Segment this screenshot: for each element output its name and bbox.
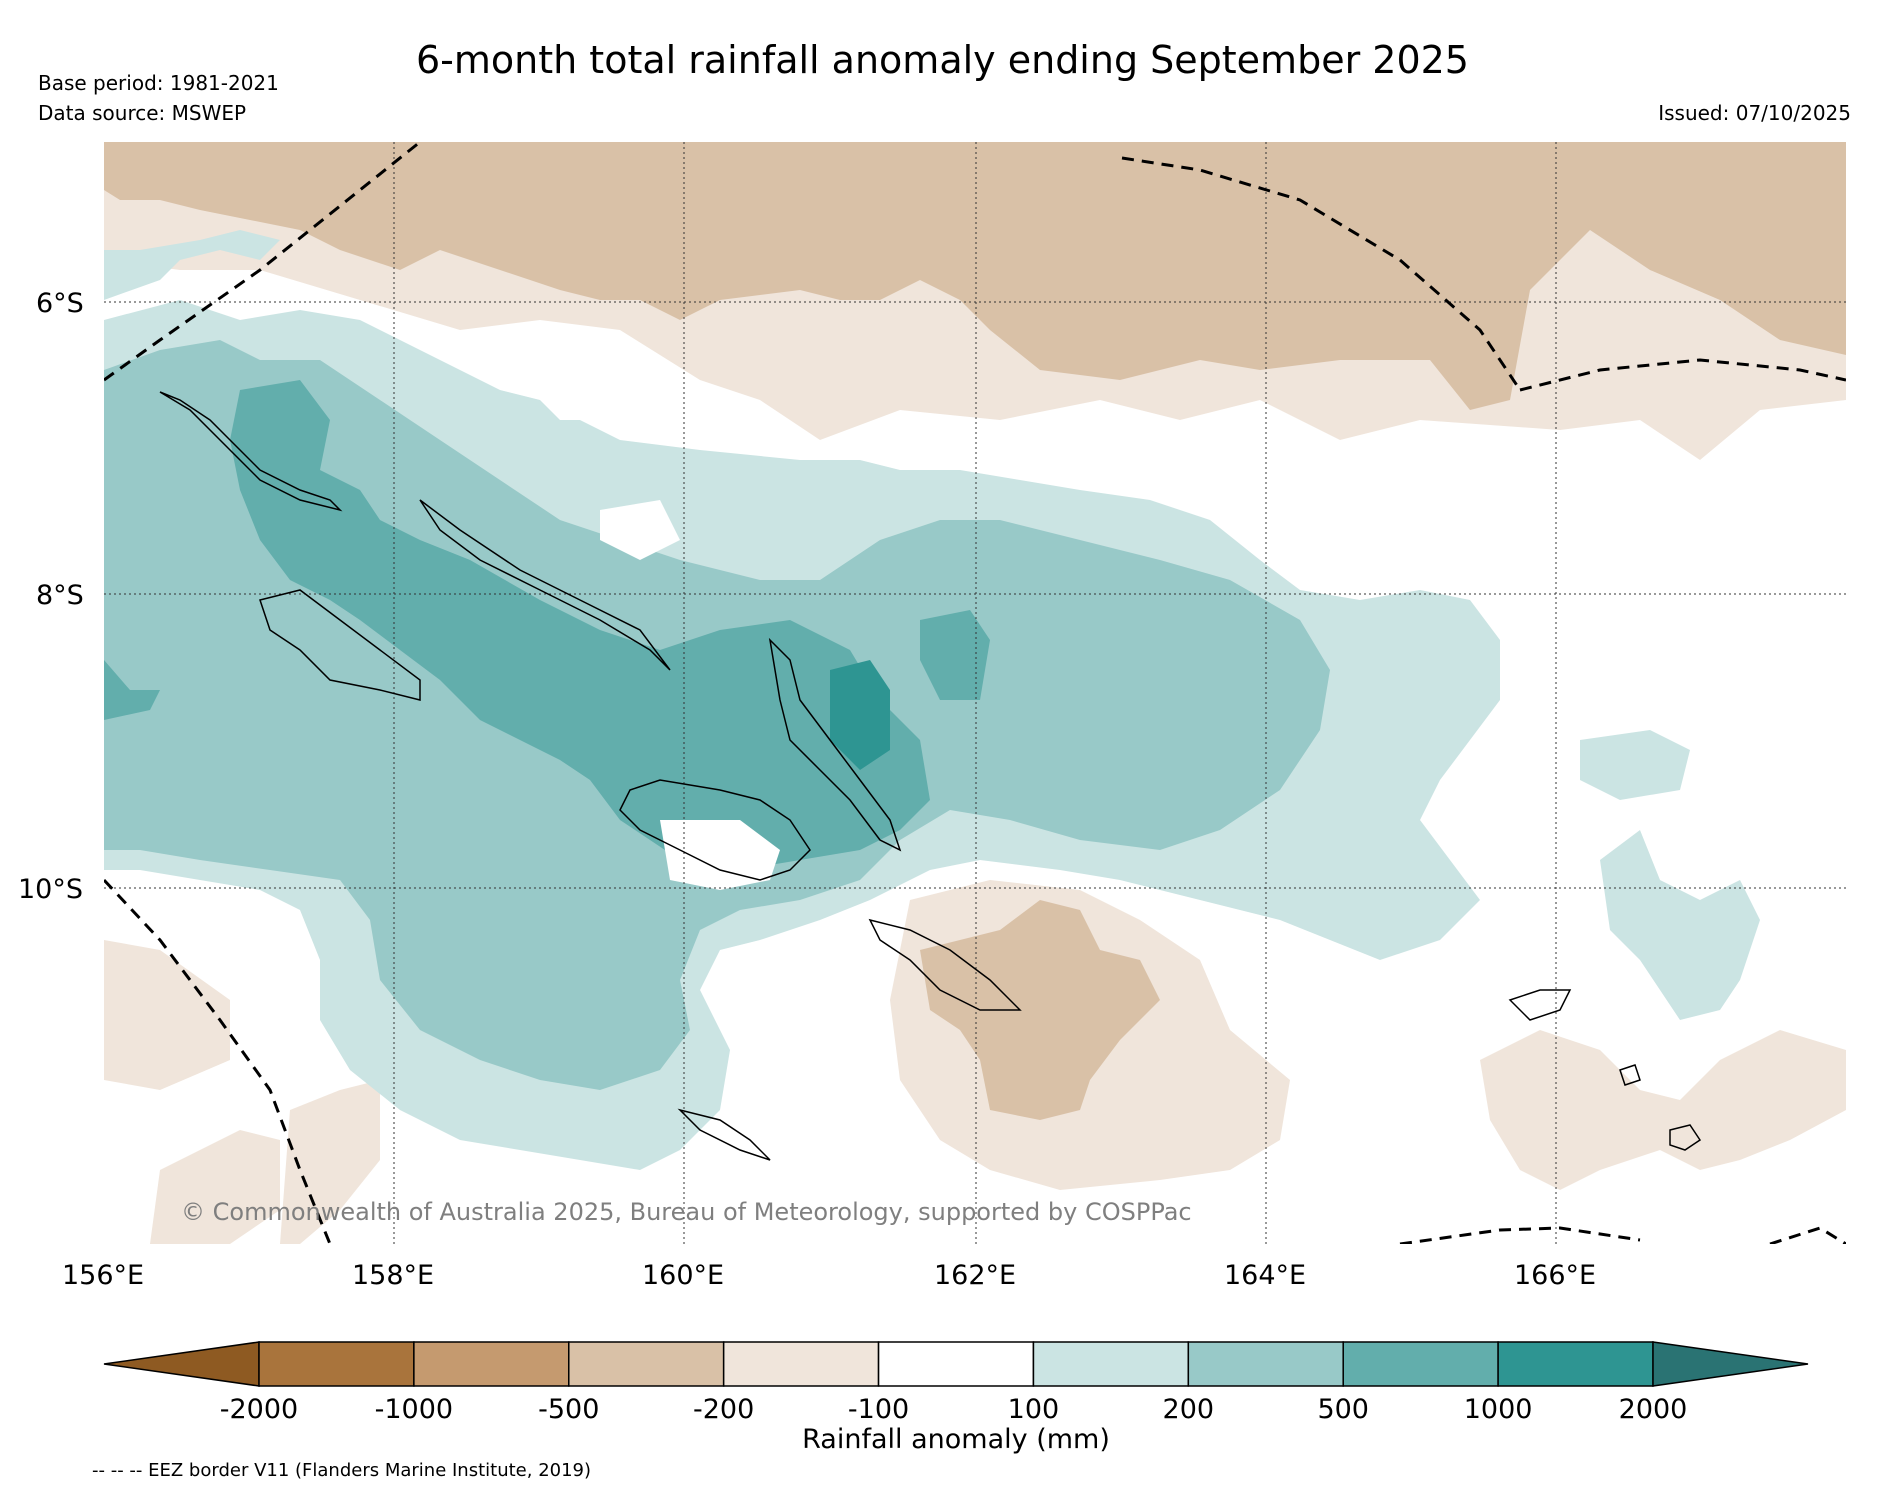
lat-label-10s: 10°S: [18, 874, 83, 905]
dry-region-south-west: [104, 940, 230, 1090]
wet-region-light-east-2: [1600, 830, 1760, 1020]
longitude-labels: 156°E 158°E 160°E 162°E 164°E 166°E: [62, 1260, 1596, 1291]
colorbar-bin: [413, 1341, 570, 1387]
colorbar-bin: [1187, 1341, 1344, 1387]
eez-borders: [104, 142, 1846, 1244]
colorbar-tick-label: 500: [1317, 1394, 1369, 1425]
latitude-labels: 6°S 8°S 10°S: [18, 288, 84, 905]
coast-utupua: [1619, 1064, 1641, 1086]
colorbar-bin: [877, 1341, 1035, 1387]
colorbar-tick-label: -500: [538, 1394, 599, 1425]
dry-region-south-west-2: [150, 1130, 280, 1244]
dry-region-north-strong: [104, 142, 1846, 410]
colorbar-tick-label: 200: [1163, 1394, 1215, 1425]
coast-choiseul: [419, 499, 671, 671]
base-period: Base period: 1981-2021: [38, 71, 279, 95]
colorbar-tick-label: 2000: [1619, 1394, 1688, 1425]
colorbar-bin: [1032, 1341, 1190, 1387]
colorbar-bin: [1497, 1341, 1654, 1387]
colorbar-bin: [568, 1341, 725, 1387]
colorbar-tick-label: 100: [1008, 1394, 1060, 1425]
colorbar-title: Rainfall anomaly (mm): [802, 1424, 1110, 1455]
colorbar-bin: [1342, 1341, 1499, 1387]
colorbar-tick-labels: -2000 -1000 -500 -200 -100 100 200 500 1000 2000: [220, 1394, 1688, 1425]
dry-region-south-west-3: [280, 1080, 380, 1244]
lon-label-160e: 160°E: [642, 1260, 724, 1291]
wet-region-max: [830, 660, 890, 770]
wet-region-light-east: [1580, 730, 1690, 800]
graticule: [104, 142, 1846, 1244]
wet-region-strong: [230, 380, 930, 870]
issued-date: Issued: 07/10/2025: [1658, 101, 1851, 125]
colorbar-tick-label: -100: [848, 1394, 909, 1425]
neutral-pocket-2: [600, 500, 680, 560]
lon-label-162e: 162°E: [934, 1260, 1016, 1291]
coast-bougainville: [159, 391, 343, 512]
wet-region-strong-3: [104, 660, 160, 720]
colorbar-tick-label: -1000: [375, 1394, 453, 1425]
lon-label-166e: 166°E: [1514, 1260, 1596, 1291]
coast-makira: [868, 918, 1022, 1011]
dry-region-south-east-strong: [920, 900, 1160, 1120]
colorbar-bin: [722, 1341, 880, 1387]
data-source: Data source: MSWEP: [38, 101, 247, 125]
copyright-notice: © Commonwealth of Australia 2025, Bureau…: [181, 1198, 1192, 1226]
coast-guadalcanal: [619, 779, 811, 881]
lon-label-156e: 156°E: [62, 1260, 144, 1291]
wet-region-light-north: [104, 230, 280, 300]
colorbar-extend-high: [1652, 1341, 1809, 1387]
colorbar: [103, 1341, 1809, 1387]
lon-label-164e: 164°E: [1224, 1260, 1306, 1291]
wet-region-strong-2: [920, 610, 990, 700]
neutral-pocket: [660, 820, 780, 890]
coast-rennell: [677, 1108, 771, 1161]
lat-label-6s: 6°S: [36, 288, 84, 319]
colorbar-extend-low: [103, 1341, 260, 1387]
colorbar-bin: [258, 1341, 415, 1387]
coast-santa-isabel: [768, 637, 902, 852]
coast-vanikoro: [1669, 1124, 1702, 1151]
lat-label-8s: 8°S: [36, 580, 84, 611]
colorbar-tick-label: 1000: [1464, 1394, 1533, 1425]
dry-region-far-south-east: [1480, 1030, 1846, 1190]
coast-new-georgia: [259, 589, 421, 701]
coastlines: [159, 391, 1702, 1161]
lon-label-158e: 158°E: [352, 1260, 434, 1291]
chart-title: 6-month total rainfall anomaly ending Se…: [416, 38, 1469, 82]
eez-legend-note: -- -- -- EEZ border V11 (Flanders Marine…: [92, 1460, 592, 1481]
anomaly-fields: [104, 142, 1846, 1244]
coast-santa-cruz: [1508, 989, 1572, 1021]
colorbar-tick-label: -2000: [220, 1394, 298, 1425]
colorbar-tick-label: -200: [693, 1394, 754, 1425]
